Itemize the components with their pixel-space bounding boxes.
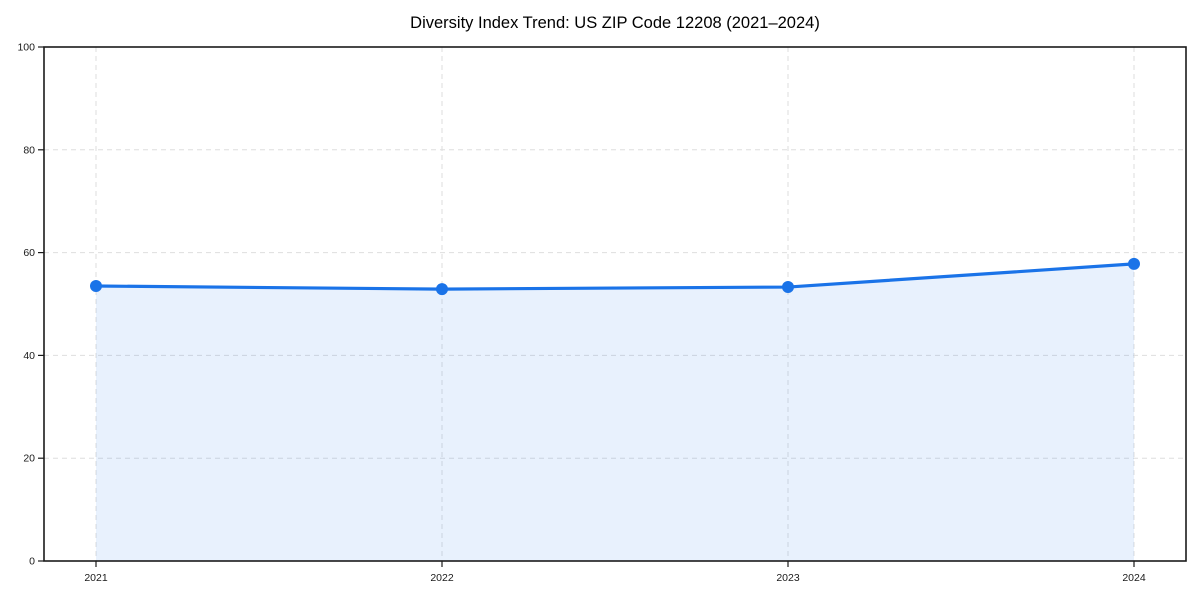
- trend-line: [94, 262, 1136, 291]
- data-point: [436, 283, 448, 296]
- plot-border: [43, 46, 1187, 562]
- x-tick-label: 2021: [84, 572, 108, 584]
- chart-render-layer: 0 20 40 60 80 100 2021 2022 2023 2024: [17, 42, 1187, 584]
- chart-title: Diversity Index Trend: US ZIP Code 12208…: [410, 14, 820, 32]
- y-tick-label: 20: [23, 453, 35, 465]
- y-tick-label: 40: [23, 350, 35, 362]
- y-tick-label: 80: [23, 144, 35, 156]
- y-tick-label: 60: [23, 247, 35, 259]
- y-tick-label: 100: [17, 42, 35, 54]
- y-tick-label: 0: [29, 556, 35, 568]
- data-point: [782, 281, 794, 294]
- area-fill: [96, 263, 1134, 561]
- data-point: [1128, 257, 1140, 270]
- x-tick-label: 2022: [430, 572, 454, 584]
- x-tick-label: 2024: [1122, 572, 1146, 584]
- x-tick-label: 2023: [776, 572, 800, 584]
- data-point: [90, 280, 102, 293]
